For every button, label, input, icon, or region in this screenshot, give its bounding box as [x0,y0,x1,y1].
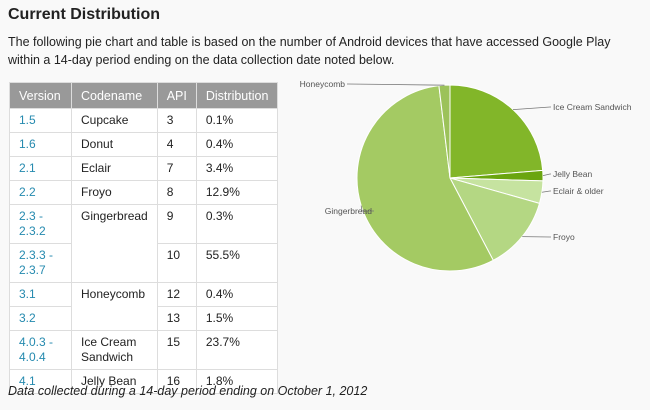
intro-text: The following pie chart and table is bas… [8,35,611,67]
table-row: 1.6 Donut 4 0.4% [9,132,279,157]
pie-slice-ice-cream-sandwich [449,84,544,179]
header-version: Version [9,82,72,109]
pie-slice-gingerbread [356,85,494,272]
leader-line [542,173,551,177]
table-row: 2.3 - 2.3.2 Gingerbread 9 0.3% [9,204,279,283]
data-footnote: Data collected during a 14-day period en… [8,384,368,398]
page-title: Current Distribution [8,6,160,23]
version-link[interactable]: 2.3 - 2.3.2 [9,204,72,244]
distribution-cell: 55.5% [195,243,279,283]
leader-line [360,205,374,212]
distribution-cell: 0.4% [195,282,279,307]
version-link[interactable]: 4.1 [9,369,72,394]
pie-label: Jelly Bean [553,169,592,179]
pie-slices [356,84,544,272]
table-row: 3.2 13 1.5% [9,306,279,331]
table-row: 2.1 Eclair 7 3.4% [9,156,279,181]
distribution-cell: 0.3% [195,204,279,244]
version-link[interactable]: 3.1 [9,282,72,307]
table-row: 3.1 Honeycomb 12 0.4% [9,282,279,331]
pie-label: Gingerbread [325,206,373,216]
pie-labels: Ice Cream Sandwich Jelly Bean Eclair & old… [300,79,632,242]
distribution-cell: 0.4% [195,132,279,157]
pie-chart: Ice Cream Sandwich Jelly Bean Eclair & old… [300,79,632,272]
api-cell: 3 [156,108,197,133]
pie-label: Eclair & older [553,186,604,196]
codename-cell: Cupcake [71,108,158,133]
codename-cell: Donut [71,132,158,157]
codename-cell: Froyo [71,180,158,205]
leader-line [541,190,551,193]
codename-cell: Gingerbread [71,204,158,283]
codename-cell: Ice Cream Sandwich [71,330,158,370]
codename-cell: Honeycomb [71,282,158,331]
header-codename: Codename [71,82,158,109]
version-link[interactable]: 4.0.3 - 4.0.4 [9,330,72,370]
table-row: 4.0.3 - 4.0.4 Ice Cream Sandwich 15 23.7… [9,330,279,370]
api-cell: 12 [156,282,197,307]
distribution-table: Version Codename API Distribution 1.5 Cu… [9,82,279,394]
pie-label: Honeycomb [300,79,346,89]
version-link[interactable]: 2.3.3 - 2.3.7 [9,243,72,283]
api-cell: 4 [156,132,197,157]
codename-cell: Jelly Bean [71,369,158,394]
api-cell: 16 [156,369,197,394]
header-distribution: Distribution [195,82,279,109]
distribution-cell: 0.1% [195,108,279,133]
pie-label: Ice Cream Sandwich [553,102,632,112]
version-link[interactable]: 2.2 [9,180,72,205]
table-row: 4.1 Jelly Bean 16 1.8% [9,369,279,394]
distribution-cell: 3.4% [195,156,279,181]
version-link[interactable]: 1.5 [9,108,72,133]
api-cell: 15 [156,330,197,370]
distribution-cell: 1.5% [195,306,279,331]
pie-slice-honeycomb [438,84,451,179]
distribution-cell: 1.8% [195,369,279,394]
version-link[interactable]: 3.2 [9,306,72,331]
api-cell: 10 [156,243,197,283]
table-row: 2.2 Froyo 8 12.9% [9,180,279,205]
api-cell: 9 [156,204,197,244]
table-row: 2.3.3 - 2.3.7 10 55.5% [9,243,279,283]
codename-cell: Eclair [71,156,158,181]
table-row: 1.5 Cupcake 3 0.1% [9,108,279,133]
pie-label: Froyo [553,232,575,242]
version-link[interactable]: 2.1 [9,156,72,181]
distribution-cell: 12.9% [195,180,279,205]
leader-line [512,106,551,111]
version-link[interactable]: 1.6 [9,132,72,157]
api-cell: 13 [156,306,197,331]
distribution-cell: 23.7% [195,330,279,370]
table-header-row: Version Codename API Distribution [9,82,279,109]
api-cell: 7 [156,156,197,181]
header-api: API [156,82,197,109]
api-cell: 8 [156,180,197,205]
leader-line [347,83,445,86]
